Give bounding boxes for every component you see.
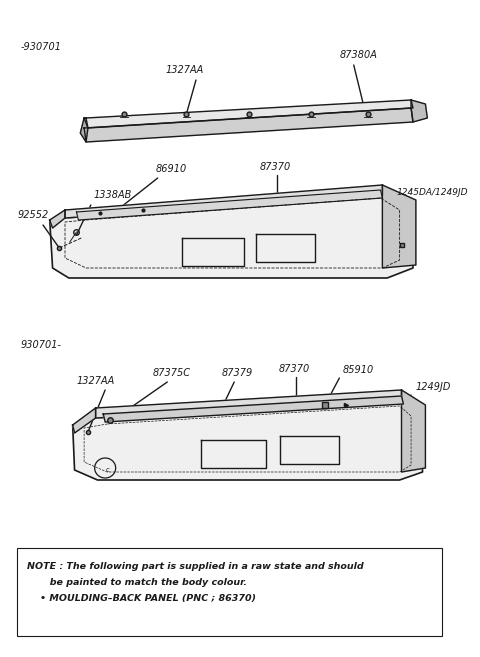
Polygon shape xyxy=(401,390,425,472)
Polygon shape xyxy=(86,100,413,128)
Text: 1245DA/1249JD: 1245DA/1249JD xyxy=(397,188,468,197)
Text: 87370: 87370 xyxy=(260,162,291,172)
Text: 1249JD: 1249JD xyxy=(416,382,451,392)
Polygon shape xyxy=(65,185,383,218)
Text: 92552: 92552 xyxy=(18,210,49,220)
Text: NOTE : The following part is supplied in a raw state and should: NOTE : The following part is supplied in… xyxy=(27,562,363,571)
Text: 1327AA: 1327AA xyxy=(76,376,115,386)
Text: 86910: 86910 xyxy=(156,164,187,174)
Text: 87375C: 87375C xyxy=(153,368,191,378)
Polygon shape xyxy=(50,195,413,278)
Text: • MOULDING–BACK PANEL (PNC ; 86370): • MOULDING–BACK PANEL (PNC ; 86370) xyxy=(27,594,256,603)
Polygon shape xyxy=(383,185,416,268)
Polygon shape xyxy=(72,408,96,433)
Text: 87370: 87370 xyxy=(279,364,310,374)
Polygon shape xyxy=(76,190,383,220)
Polygon shape xyxy=(103,396,403,422)
Text: c: c xyxy=(105,467,109,473)
Polygon shape xyxy=(411,100,427,122)
Text: 1338AB: 1338AB xyxy=(94,190,132,200)
Text: 87380A: 87380A xyxy=(339,50,377,60)
Text: 930701-: 930701- xyxy=(21,340,62,350)
Text: 85910: 85910 xyxy=(342,365,373,375)
Text: -930701: -930701 xyxy=(21,42,62,52)
Polygon shape xyxy=(84,108,413,142)
Polygon shape xyxy=(80,118,88,142)
Text: 87379: 87379 xyxy=(221,368,252,378)
Polygon shape xyxy=(50,210,65,228)
Text: be painted to match the body colour.: be painted to match the body colour. xyxy=(27,578,247,587)
Polygon shape xyxy=(96,390,401,418)
Text: 1327AA: 1327AA xyxy=(166,65,204,75)
Polygon shape xyxy=(72,400,422,480)
